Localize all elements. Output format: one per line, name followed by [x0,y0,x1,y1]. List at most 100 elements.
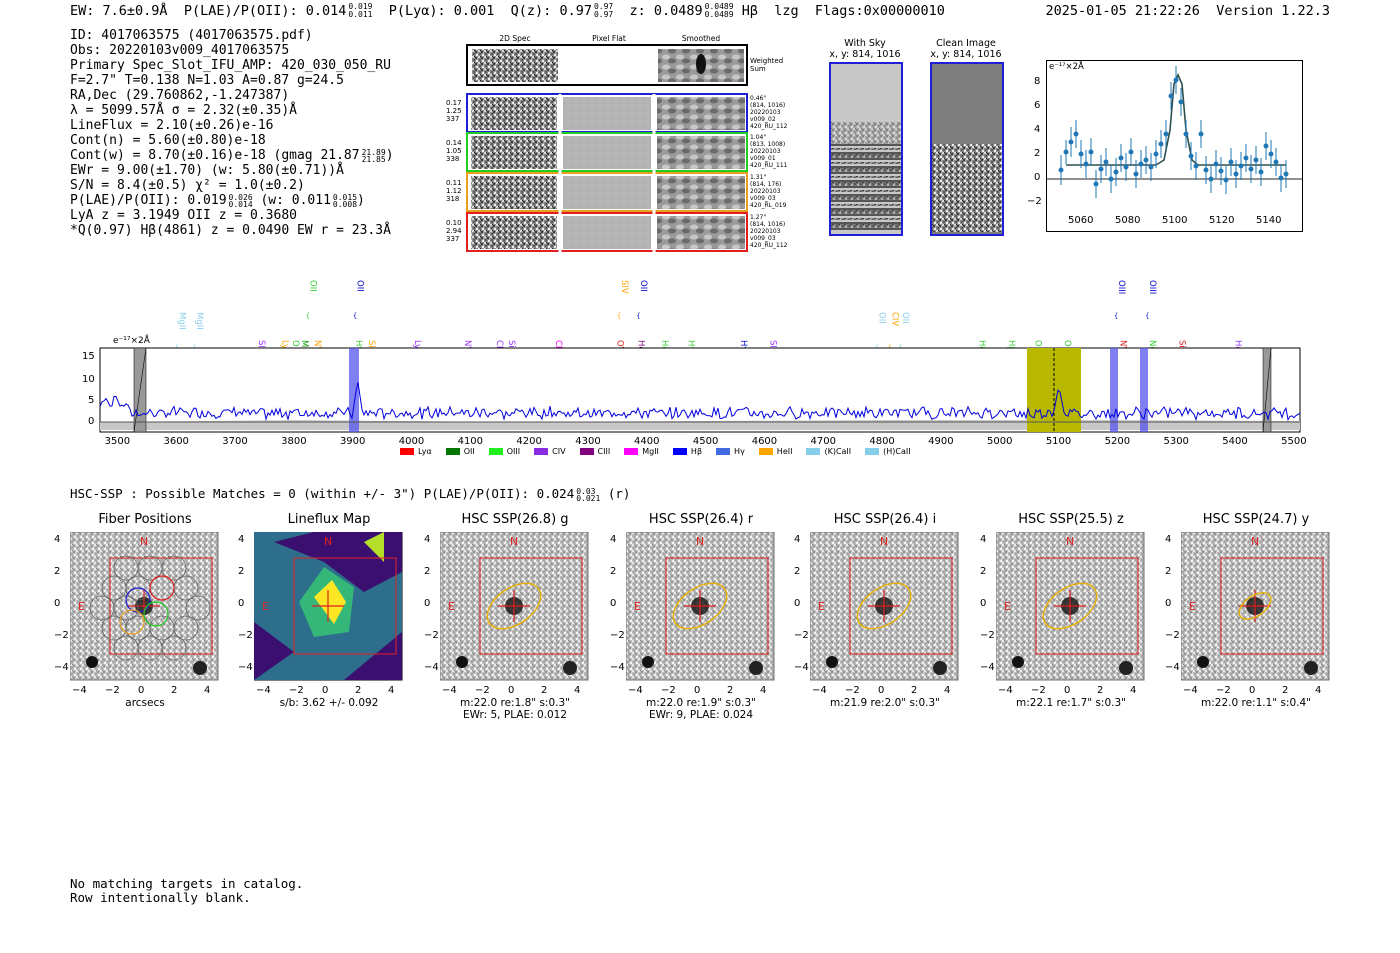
zoom-xtick-5080: 5080 [1115,215,1141,226]
north-label: N [1066,535,1075,548]
legend-label: MgII [642,447,659,456]
spec-xtick-4800: 4800 [869,436,895,447]
legend-swatch [806,448,821,455]
info-sn: S/N = 8.4(±0.5) χ² = 1.0(±0.2) [70,178,305,193]
hsc-panel-cap1-0: arcsecs [125,697,165,709]
hsc-ytick: 2 [794,566,801,577]
fiber-row-4 [466,212,748,252]
line-label-16: OVI [615,340,625,355]
hsc-xtick: 4 [204,685,211,696]
col-smoothed: Smoothed [681,34,721,43]
legend-entry-2: OIII [488,447,520,456]
header-z: z: 0.0489 [629,3,703,19]
hsc-ytick: −2 [238,630,253,641]
hsc-summary-end: (r) [607,486,631,501]
hsc-xtick: −4 [256,685,271,696]
hsc-ytick: −2 [424,630,439,641]
hsc-xtick: 4 [944,685,951,696]
hsc-ytick: 4 [424,534,431,545]
line-label-2: SIV [256,340,266,354]
row1-r5: 420_RU_112 [750,123,788,130]
north-label: N [1251,535,1260,548]
hsc-panel-title-0: Fiber Positions [98,512,192,527]
row4-r2: (814, 1016) [750,221,786,228]
header-tag: lzg [774,3,799,19]
spec-xtick-4400: 4400 [634,436,660,447]
line-label-10: SiII [366,340,376,353]
row4-r5: 420_RU_112 [750,242,788,249]
row1-r2: (814, 1016) [750,102,786,109]
legend-entry-1: OII [445,447,475,456]
sum-label: Sum [750,65,766,73]
spec-xtick-4700: 4700 [810,436,836,447]
hsc-ytick: 4 [980,534,987,545]
hsc-xtick: 2 [1282,685,1289,696]
spec-xtick-4600: 4600 [751,436,778,447]
hsc-xtick: −4 [628,685,643,696]
hsc-panel-image-1 [254,532,403,681]
row2-left: 0.14 1.05 338 [446,139,462,163]
spec-xtick-4300: 4300 [575,436,601,447]
row1-r3: 20220103 [750,109,781,116]
north-label: N [140,535,149,548]
hsc-xtick: 2 [727,685,734,696]
spec-xtick-4000: 4000 [398,436,425,447]
hsc-ytick: 0 [54,598,61,609]
info-lineflux: LineFlux = 2.10(±0.26)e-16 [70,118,274,133]
zoom-ytick-6: 6 [1034,100,1041,111]
col-pixel-flat: Pixel Flat [592,34,626,43]
hsc-xtick: 2 [1097,685,1104,696]
hsc-xtick: −2 [105,685,120,696]
hsc-ytick: 2 [424,566,431,577]
header-plya: P(Lyα): 0.001 [388,3,495,19]
hsc-ytick: −2 [980,630,995,641]
hsc-panel-cap1-2: m:22.0 re:1.8" s:0.3" [460,697,570,709]
east-label: E [634,600,641,613]
col-2d-spec: 2D Spec [499,34,531,43]
info-plae: P(LAE)/P(OII): 0.019 0.026 0.014 (w: 0.011… [70,193,394,208]
line-label-23: SIV [768,340,778,354]
cutout-grid [466,44,748,254]
legend-label: (K)CaII [824,447,852,456]
zoom-ytick-4: 4 [1034,124,1041,135]
legend-label: CIII [597,447,611,456]
spec-ytick-0: 0 [88,416,95,427]
line-label-20: Hδ [659,340,669,352]
footer-line-1: No matching targets in catalog. [70,876,304,891]
header-date: 2025-01-05 21:22:26 [1045,3,1200,19]
line-label-13: CIV [494,340,504,354]
hsc-ytick: 0 [1165,598,1172,609]
row1-l1: 0.17 [446,99,462,107]
spec-xtick-4100: 4100 [457,436,484,447]
spec-xtick-5400: 5400 [1222,436,1248,447]
legend-entry-8: HeII [758,447,792,456]
legend-swatch [624,448,639,455]
hsc-xtick: 2 [541,685,548,696]
line-label-0: MgII [176,312,186,330]
hsc-summary-text: HSC-SSP : Possible Matches = 0 (within +… [70,486,575,501]
oiii-window-1 [1110,348,1118,432]
row2-l1: 0.14 [446,139,462,147]
line-label-29: OIII [1032,340,1042,354]
line-label-24: OII [876,312,886,324]
zoom-xtick-5120: 5120 [1209,215,1235,226]
info-plae-end: ) [357,193,365,208]
spectrum-legend: Lyα OII OIII CIV CIII MgII Hβ Hγ HeII (K)CaII (H)C… [400,447,925,456]
row1-r1: 0.46" [750,95,767,102]
header-line: Hβ [741,3,758,19]
hsc-ytick: 0 [610,598,617,609]
info-obs: Obs: 20220103v009_4017063575 [70,43,290,58]
legend-label: Hγ [734,447,745,456]
info-contw-lo: 21.85 [361,154,386,164]
header-plae-hi: 0.019 [348,2,373,11]
row3-r1: 1.31" [750,174,767,181]
hsc-panel-title-5: HSC SSP(25.5) z [1018,512,1124,527]
legend-swatch [534,448,549,455]
header-flags: Flags:0x00000010 [814,3,945,19]
hsc-ytick: −4 [610,662,625,673]
north-label: N [880,535,889,548]
info-plae-w: (w: 0.011 [260,193,331,208]
spectrum-trace [99,382,1301,422]
hsc-xtick: −2 [475,685,490,696]
header-z-hi: 0.0489 [704,2,734,11]
